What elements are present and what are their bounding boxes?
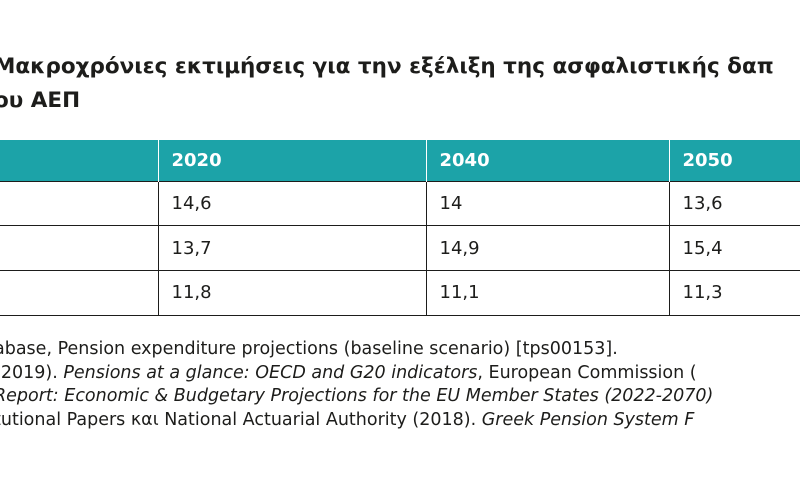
row-label-cell	[0, 270, 158, 316]
table-cell: 13,7	[157, 225, 426, 271]
source-line-3: Report: Economic & Budgetary Projections…	[0, 385, 800, 409]
header-cell-label	[0, 140, 158, 181]
source-line-2-tail: , European Commission (	[477, 362, 697, 383]
source-line-4: tutional Papers και National Actuarial A…	[0, 409, 800, 433]
table-cell: 11,3	[668, 270, 800, 316]
source-line-4-italic: Greek Pension System F	[481, 409, 695, 430]
table-cell: 14,6	[157, 180, 426, 227]
table-row: 14,6 14 13,6	[0, 180, 800, 227]
document-title: Μακροχρόνιες εκτιμήσεις για την εξέλιξη …	[0, 50, 800, 118]
table-cell: 15,4	[668, 225, 800, 271]
table-header-row: 2020 2040 2050	[0, 140, 800, 181]
source-line-2-text: (2019).	[0, 362, 64, 383]
table-cell: 11,8	[157, 270, 426, 316]
row-label-cell	[0, 180, 158, 227]
source-line-3-italic: Report: Economic & Budgetary Projections…	[0, 386, 714, 406]
table-row: 13,7 14,9 15,4	[0, 225, 800, 271]
data-table: 2020 2040 2050 14,6 14 13,6 13,7 14,9 15…	[0, 140, 800, 316]
table-cell: 13,6	[668, 180, 800, 227]
header-cell-2050: 2050	[668, 140, 800, 181]
title-line-1: Μακροχρόνιες εκτιμήσεις για την εξέλιξη …	[0, 54, 774, 79]
title-line-2: ου ΑΕΠ	[0, 88, 81, 113]
table-cell: 14	[425, 180, 669, 227]
source-line-1: abase, Pension expenditure projections (…	[0, 339, 618, 359]
source-line-2-italic: Pensions at a glance: OECD and G20 indic…	[63, 362, 478, 383]
header-cell-2020: 2020	[157, 140, 426, 181]
row-label-cell	[0, 225, 158, 271]
sources-block: abase, Pension expenditure projections (…	[0, 338, 800, 432]
table-row: 11,8 11,1 11,3	[0, 270, 800, 316]
table-cell: 11,1	[425, 270, 669, 316]
header-cell-2040: 2040	[425, 140, 669, 181]
table-cell: 14,9	[425, 225, 669, 271]
source-line-4-text: tutional Papers και National Actuarial A…	[0, 409, 482, 430]
source-line-2: (2019). Pensions at a glance: OECD and G…	[0, 362, 800, 386]
